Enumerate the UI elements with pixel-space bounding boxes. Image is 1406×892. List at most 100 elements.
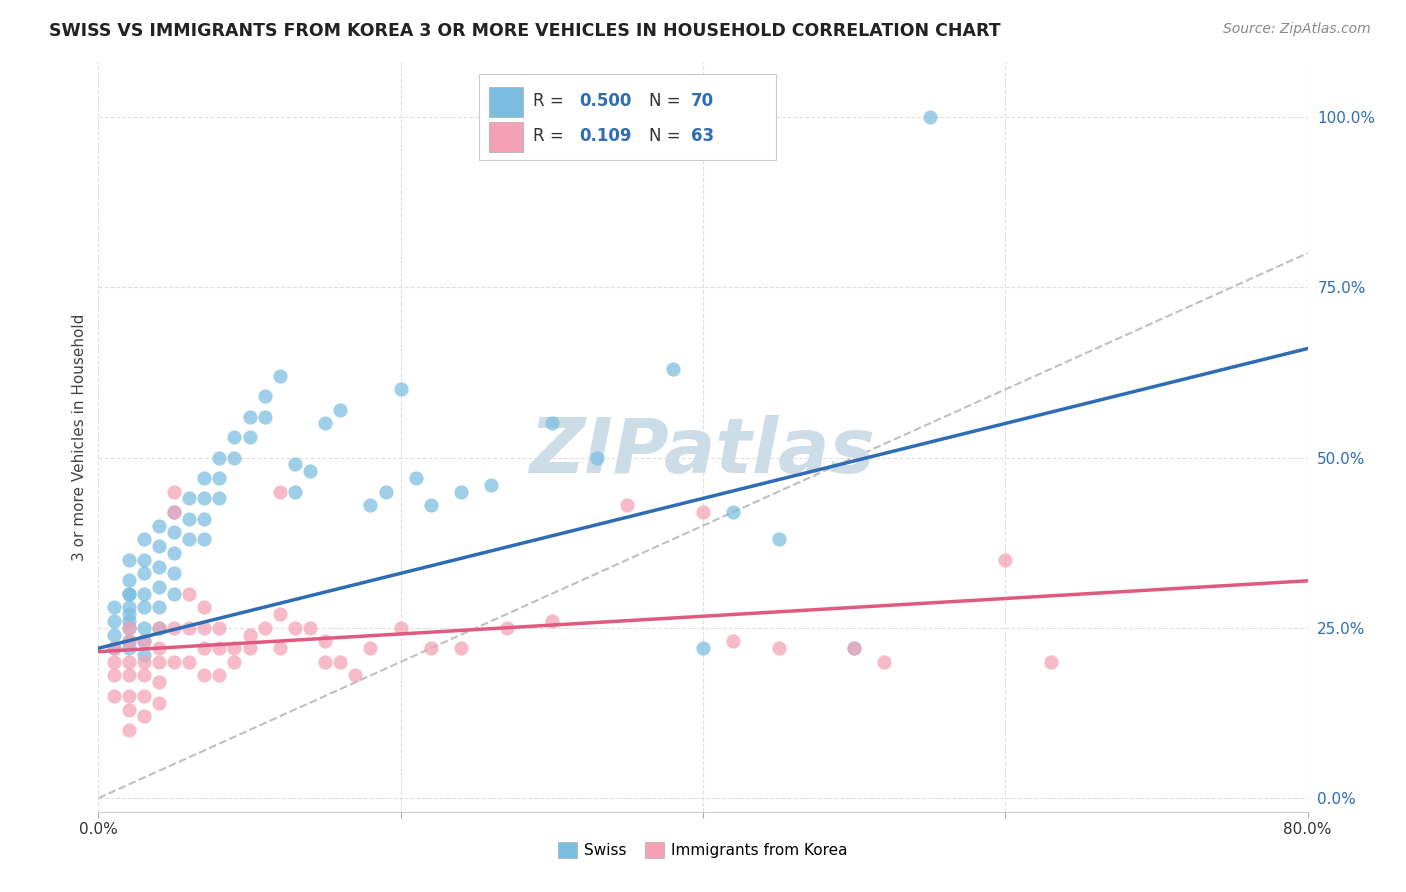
Point — [208, 621, 231, 635]
Point — [540, 417, 562, 431]
FancyBboxPatch shape — [479, 74, 776, 160]
Point — [132, 621, 155, 635]
Point — [193, 621, 215, 635]
Point — [132, 634, 155, 648]
Point — [103, 614, 125, 628]
Point — [103, 600, 125, 615]
Point — [132, 600, 155, 615]
Point — [284, 458, 307, 472]
Point — [586, 450, 609, 465]
Point — [118, 689, 141, 703]
Point — [118, 621, 141, 635]
Point — [118, 587, 141, 601]
Point — [844, 641, 866, 656]
Point — [179, 587, 201, 601]
Point — [193, 512, 215, 526]
Point — [132, 634, 155, 648]
Text: 70: 70 — [690, 93, 714, 111]
Point — [768, 533, 790, 547]
Point — [148, 621, 170, 635]
Text: 0.500: 0.500 — [579, 93, 633, 111]
Point — [163, 566, 186, 581]
Point — [148, 559, 170, 574]
Point — [239, 641, 262, 656]
Point — [208, 491, 231, 506]
Point — [692, 641, 714, 656]
Point — [224, 430, 246, 444]
Point — [118, 655, 141, 669]
Point — [132, 552, 155, 566]
Point — [208, 641, 231, 656]
Point — [405, 471, 427, 485]
Point — [314, 417, 336, 431]
Point — [118, 573, 141, 587]
Y-axis label: 3 or more Vehicles in Household: 3 or more Vehicles in Household — [72, 313, 87, 561]
Point — [132, 668, 155, 682]
Point — [329, 655, 352, 669]
Text: R =: R = — [533, 127, 568, 145]
Text: 63: 63 — [690, 127, 714, 145]
Point — [118, 600, 141, 615]
Point — [450, 641, 472, 656]
Point — [163, 587, 186, 601]
Point — [253, 409, 276, 424]
Point — [360, 641, 382, 656]
Point — [269, 641, 291, 656]
Point — [132, 566, 155, 581]
Point — [224, 641, 246, 656]
Point — [723, 505, 745, 519]
Point — [253, 389, 276, 403]
FancyBboxPatch shape — [489, 122, 523, 153]
Point — [873, 655, 896, 669]
Point — [299, 464, 322, 478]
Point — [208, 471, 231, 485]
Text: N =: N = — [648, 93, 681, 111]
Point — [163, 546, 186, 560]
Point — [179, 512, 201, 526]
Point — [344, 668, 367, 682]
Point — [148, 621, 170, 635]
Point — [163, 505, 186, 519]
Point — [450, 484, 472, 499]
Point — [132, 709, 155, 723]
Point — [918, 110, 941, 124]
Point — [420, 641, 443, 656]
Text: SWISS VS IMMIGRANTS FROM KOREA 3 OR MORE VEHICLES IN HOUSEHOLD CORRELATION CHART: SWISS VS IMMIGRANTS FROM KOREA 3 OR MORE… — [49, 22, 1001, 40]
Point — [148, 675, 170, 690]
Point — [540, 614, 562, 628]
Point — [284, 621, 307, 635]
Point — [329, 402, 352, 417]
Point — [208, 450, 231, 465]
Point — [148, 655, 170, 669]
Point — [148, 518, 170, 533]
Point — [118, 634, 141, 648]
Point — [132, 648, 155, 662]
Point — [179, 621, 201, 635]
Text: 0.109: 0.109 — [579, 127, 633, 145]
Point — [118, 552, 141, 566]
Point — [193, 533, 215, 547]
Point — [103, 641, 125, 656]
Text: R =: R = — [533, 93, 568, 111]
Text: N =: N = — [648, 127, 681, 145]
Point — [118, 634, 141, 648]
Point — [148, 580, 170, 594]
Point — [163, 655, 186, 669]
Point — [163, 525, 186, 540]
Point — [299, 621, 322, 635]
Point — [118, 723, 141, 737]
Point — [148, 641, 170, 656]
Point — [148, 696, 170, 710]
Point — [269, 607, 291, 622]
Point — [253, 621, 276, 635]
Point — [163, 505, 186, 519]
Point — [193, 641, 215, 656]
Point — [692, 505, 714, 519]
Point — [118, 607, 141, 622]
Point — [374, 484, 396, 499]
Point — [103, 641, 125, 656]
Point — [1039, 655, 1062, 669]
Point — [118, 702, 141, 716]
Point — [661, 362, 683, 376]
Point — [118, 614, 141, 628]
